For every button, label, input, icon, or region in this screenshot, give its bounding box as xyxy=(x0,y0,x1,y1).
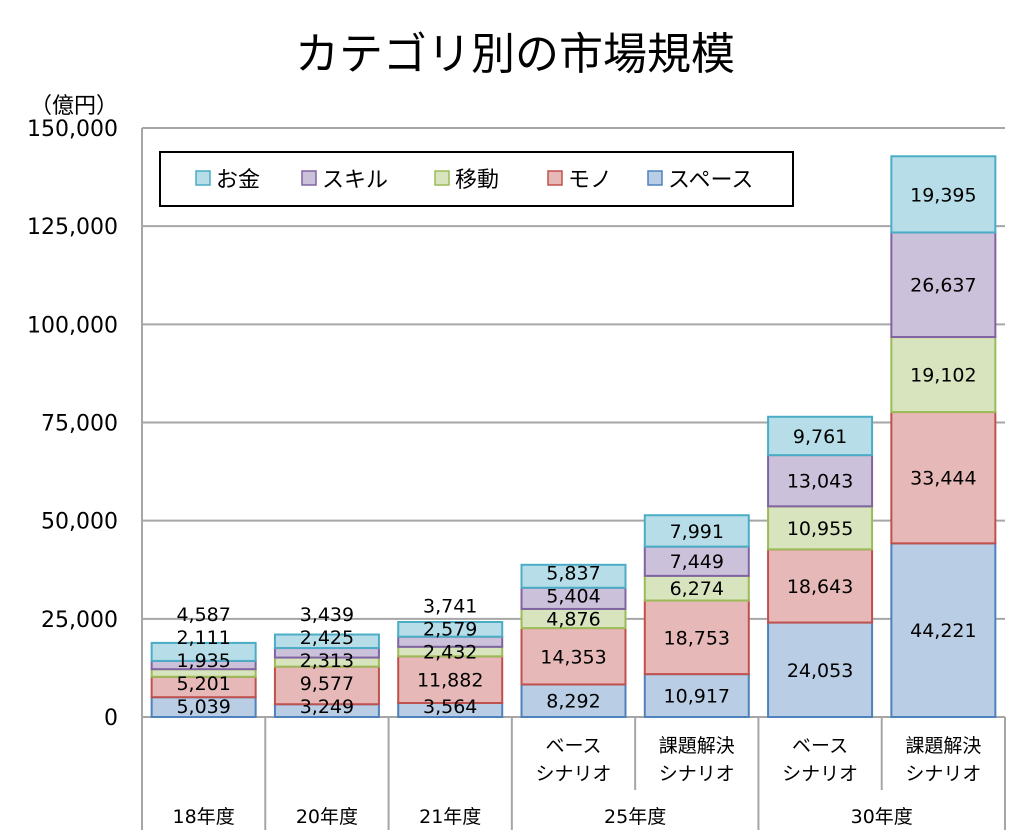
data-label: 4,876 xyxy=(546,609,600,631)
legend-label: モノ xyxy=(568,168,612,193)
x-group-label: 21年度 xyxy=(419,806,481,828)
data-label: 10,955 xyxy=(787,518,853,540)
y-tick-label: 25,000 xyxy=(41,608,118,633)
bar-segment-お金 xyxy=(273,633,380,650)
data-label: 26,637 xyxy=(910,275,976,297)
data-label: 5,201 xyxy=(176,673,230,695)
bar-segment-スペース xyxy=(767,621,874,718)
data-label: 5,837 xyxy=(546,563,600,585)
data-label: 7,991 xyxy=(670,521,724,543)
x-group-label: 18年度 xyxy=(173,806,235,828)
chart-title: カテゴリ別の市場規模 xyxy=(295,29,735,80)
data-label: 19,395 xyxy=(910,184,976,206)
bar-segment-お金 xyxy=(890,155,997,234)
x-sub-label: シナリオ xyxy=(659,763,735,785)
x-group-label: 25年度 xyxy=(604,806,666,828)
legend-label: お金 xyxy=(216,168,260,193)
bar-segment-スペース xyxy=(643,673,750,718)
x-sub-label: シナリオ xyxy=(782,763,858,785)
bar-segment-モノ xyxy=(397,655,504,705)
bar-segment-お金 xyxy=(520,563,627,589)
bar-segment-お金 xyxy=(643,514,750,548)
y-tick-label: 0 xyxy=(104,706,118,731)
data-label: 8,292 xyxy=(546,691,600,713)
data-label: 13,043 xyxy=(787,471,853,493)
bar-segment-お金 xyxy=(150,641,257,662)
bar-segment-モノ xyxy=(273,665,380,706)
legend-swatch xyxy=(301,170,317,186)
bar-segment-スキル xyxy=(890,231,997,339)
data-label: 19,102 xyxy=(910,365,976,387)
x-sub-label: ベース xyxy=(792,735,848,757)
legend-swatch xyxy=(547,170,563,186)
legend-swatch xyxy=(195,170,211,186)
bar-segment-お金 xyxy=(767,415,874,457)
data-label: 2,579 xyxy=(423,619,477,641)
data-label: 5,404 xyxy=(546,586,600,608)
data-label: 24,053 xyxy=(787,660,853,682)
data-label: 6,274 xyxy=(670,578,724,600)
x-sub-label: シナリオ xyxy=(535,763,611,785)
x-sub-label: 課題解決 xyxy=(659,735,735,757)
data-label: 3,439 xyxy=(300,604,354,626)
data-label: 1,935 xyxy=(176,650,230,672)
bar-segment-モノ xyxy=(520,627,627,686)
data-label: 2,432 xyxy=(423,642,477,664)
legend-box xyxy=(159,151,794,207)
bar-segment-移動 xyxy=(890,336,997,414)
data-label: 18,643 xyxy=(787,576,853,598)
bar-segment-お金 xyxy=(397,620,504,638)
x-group-label: 30年度 xyxy=(851,806,913,828)
y-tick-label: 100,000 xyxy=(27,313,118,338)
data-label: 2,425 xyxy=(300,627,354,649)
x-group-label: 20年度 xyxy=(296,806,358,828)
data-label: 3,741 xyxy=(423,596,477,618)
y-tick-label: 75,000 xyxy=(41,412,118,437)
y-tick-label: 50,000 xyxy=(41,510,118,535)
x-sub-label: ベース xyxy=(545,735,601,757)
bar-segment-スペース xyxy=(890,542,997,719)
y-tick-label: 150,000 xyxy=(27,117,118,142)
data-label: 3,249 xyxy=(300,696,354,718)
data-label: 5,039 xyxy=(176,696,230,718)
data-label: 33,444 xyxy=(910,468,976,490)
data-label: 18,753 xyxy=(664,627,730,649)
data-label: 11,882 xyxy=(417,670,483,692)
data-label: 9,577 xyxy=(300,673,354,695)
y-tick-label: 125,000 xyxy=(27,215,118,240)
data-label: 7,449 xyxy=(670,551,724,573)
data-label: 2,111 xyxy=(176,627,230,649)
bar-segment-モノ xyxy=(890,411,997,545)
data-label: 9,761 xyxy=(793,426,847,448)
y-axis-unit: （億円） xyxy=(30,94,119,119)
data-label: 4,587 xyxy=(176,604,230,626)
data-label: 14,353 xyxy=(540,646,606,668)
legend-label: スペース xyxy=(668,168,753,193)
data-label: 3,564 xyxy=(423,696,477,718)
legend-swatch xyxy=(434,170,450,186)
legend-label: スキル xyxy=(322,168,388,193)
legend-label: 移動 xyxy=(455,168,499,193)
bar-segment-スキル xyxy=(767,454,874,508)
legend-swatch xyxy=(647,170,663,186)
data-label: 2,313 xyxy=(300,650,354,672)
bar-segment-モノ xyxy=(767,548,874,624)
data-label: 10,917 xyxy=(664,686,730,708)
x-sub-label: シナリオ xyxy=(905,763,981,785)
x-sub-label: 課題解決 xyxy=(905,735,981,757)
data-label: 44,221 xyxy=(910,620,976,642)
